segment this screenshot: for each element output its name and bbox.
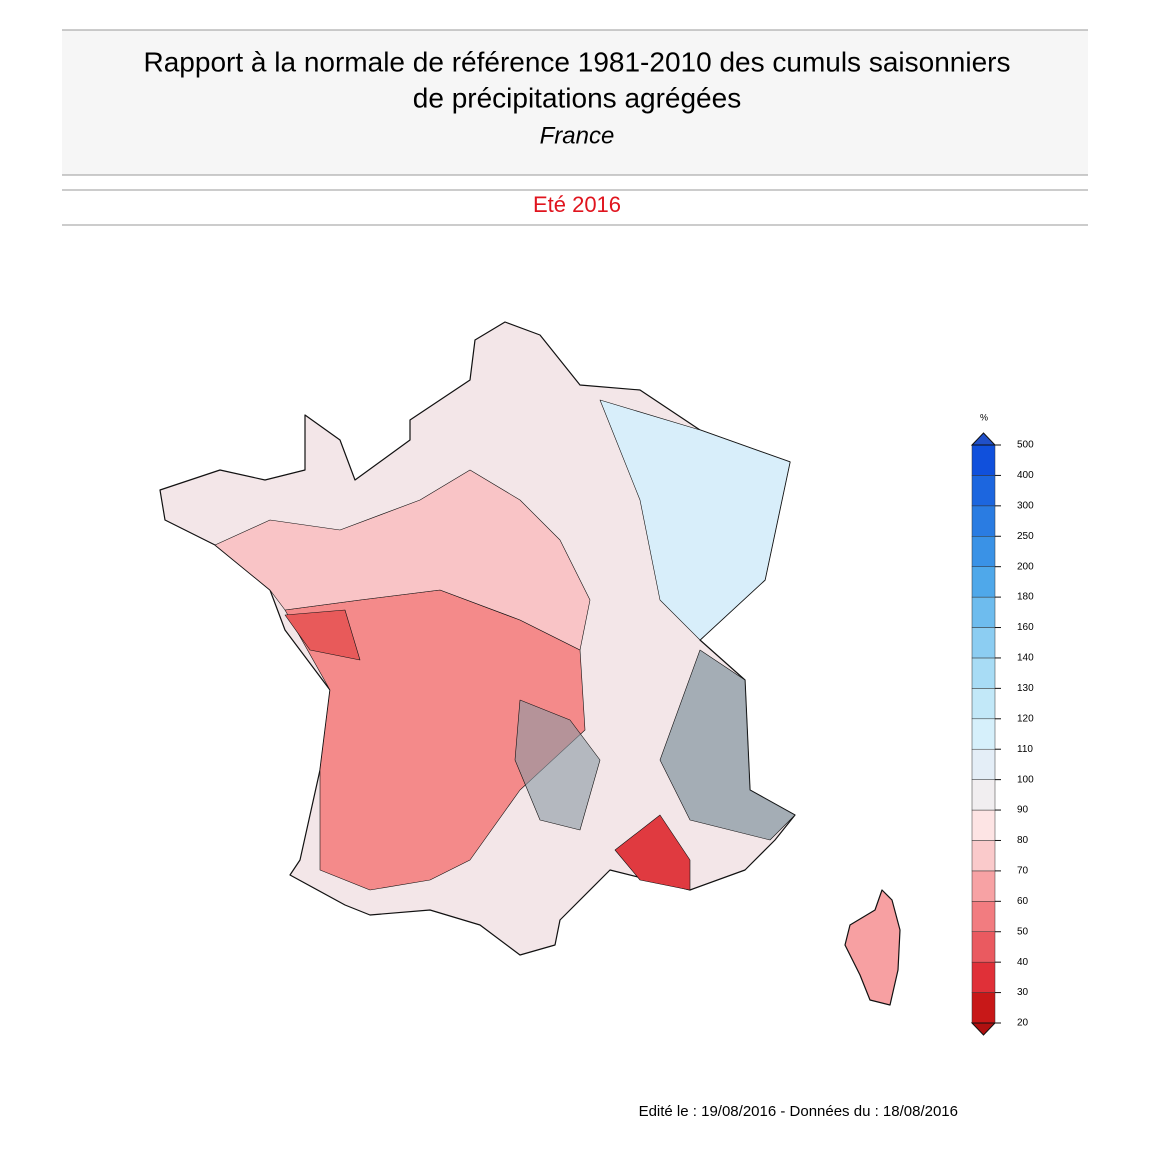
legend-tick-label: 80 [1017,835,1029,846]
legend-swatch [971,870,996,902]
legend-tick-label: 500 [1017,440,1034,451]
legend-swatch [971,444,996,476]
legend-tick-label: 120 [1017,713,1034,724]
corsica [844,889,901,1006]
legend-swatch [971,657,996,689]
legend-tick-label: 20 [1017,1018,1029,1029]
legend: 20 30 40 50 60 70 80 90 100 110 120 130 140 160 180 200… [970,432,1034,1036]
legend-tick-label: 70 [1017,866,1029,877]
legend-swatch [971,566,996,598]
legend-tick-label: 90 [1017,805,1029,816]
legend-swatch [971,688,996,720]
legend-arrow-high [970,432,997,446]
legend-tick-label: 60 [1017,896,1029,907]
legend-tick-label: 140 [1017,653,1034,664]
legend-tick-label: 400 [1017,470,1034,481]
legend-swatch [971,961,996,993]
relief [514,699,601,831]
region-moderate [214,469,591,651]
title: Rapport à la normale de référence 1981-2… [144,46,1011,77]
legend-swatch [971,779,996,811]
legend-tick-label: 40 [1017,957,1029,968]
legend-swatch [971,840,996,872]
legend-swatch [971,748,996,780]
period: Eté 2016 [533,192,621,217]
legend-tick-label: 250 [1017,531,1034,542]
legend-tick-label: 100 [1017,774,1034,785]
legend-tick-label: 200 [1017,561,1034,572]
legend-tick-label: 300 [1017,500,1034,511]
region-wet [599,399,791,641]
legend-swatch [971,901,996,932]
header-box [62,30,1088,175]
legend-tick-label: 130 [1017,683,1034,694]
legend-arrow-low [970,1022,997,1036]
footer: Edité le : 19/08/2016 - Données du : 18/… [639,1103,958,1120]
legend-swatch [971,475,996,507]
legend-swatch [971,931,996,963]
legend-swatch [971,596,996,628]
france-map [159,321,901,1006]
legend-swatch [971,505,996,537]
legend-swatch [971,718,996,750]
legend-tick-label: 50 [1017,926,1029,937]
legend-tick-label: 180 [1017,592,1034,603]
legend-tick-label: 30 [1017,987,1029,998]
legend-swatch [971,809,996,841]
legend-tick-label: 110 [1017,744,1033,755]
title: de précipitations agrégées [413,82,741,113]
legend-swatch [971,627,996,659]
relief [659,649,796,841]
legend-tick-label: 160 [1017,622,1034,633]
region: France [540,122,615,149]
legend-unit: % [980,412,988,422]
region-very-dry [614,814,691,891]
region-very-dry [284,609,361,661]
legend-swatch [971,992,996,1024]
legend-swatch [971,536,996,567]
